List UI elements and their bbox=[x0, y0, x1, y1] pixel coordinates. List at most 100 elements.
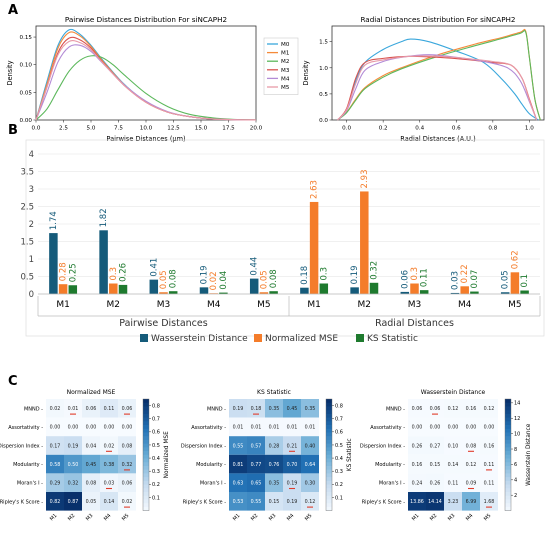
pairwise-ylabel: Density bbox=[6, 60, 14, 85]
heatmap-1-colorbar-frame bbox=[142, 398, 150, 511]
heatmap-1-colorbar-tick-label: 0.6 bbox=[152, 430, 160, 436]
heatmap-1-cell bbox=[82, 417, 100, 437]
heatmap-2-cell-value: 0.18 bbox=[251, 406, 262, 412]
bar-legend-label: KS Statistic bbox=[367, 334, 418, 344]
bar-wasserstein bbox=[199, 287, 209, 294]
heatmap-1-cell-value: 0.00 bbox=[50, 425, 61, 431]
radial-series-m1 bbox=[337, 28, 541, 121]
bar-ks bbox=[369, 282, 379, 294]
heatmap-3-colorbar-step bbox=[505, 410, 511, 415]
heatmap-2-colorbar-step bbox=[326, 506, 332, 511]
heatmap-2-colorbar-step bbox=[326, 399, 332, 404]
radial-xtick-label: 0.8 bbox=[488, 126, 497, 132]
bar-group-label: Radial Distances bbox=[375, 318, 454, 329]
heatmap-1-colorbar-step bbox=[143, 469, 149, 474]
bar-category-label: M2 bbox=[107, 300, 121, 310]
heatmap-3-colorbar-step bbox=[505, 503, 511, 508]
bar-mse bbox=[410, 283, 419, 294]
heatmap-3-cell-value: 6.99 bbox=[466, 499, 477, 505]
heatmap-2-cell bbox=[247, 417, 265, 437]
radial-ytick-label: 0.5 bbox=[319, 92, 328, 98]
bar-value-label: 0.41 bbox=[149, 258, 159, 277]
heatmap-2-colorbar-step bbox=[326, 417, 332, 422]
bar-category-label: M2 bbox=[358, 300, 372, 310]
heatmap-1-cell bbox=[46, 454, 64, 474]
pairwise-series-m5 bbox=[35, 40, 257, 121]
heatmap-2-cell bbox=[283, 399, 301, 418]
heatmap-1-cell bbox=[64, 454, 82, 474]
heatmap-1-colorbar-tick-label: 0.2 bbox=[152, 482, 160, 488]
heatmap-2-cell bbox=[265, 492, 283, 511]
bar-value-label: 0.11 bbox=[420, 268, 430, 287]
bar-ytick-label: 4 bbox=[29, 150, 34, 160]
heatmap-1-colorbar-label: Normalized MSE bbox=[164, 431, 170, 478]
heatmap-1-cell bbox=[64, 399, 82, 418]
bar-mse bbox=[360, 191, 369, 294]
heatmap-3-cell bbox=[480, 473, 498, 492]
heatmap-3-colorbar-step bbox=[505, 428, 511, 433]
heatmap-1-cell bbox=[82, 399, 100, 418]
heatmap-2-col-label: M5 bbox=[304, 513, 314, 523]
heatmap-2-cell bbox=[247, 454, 265, 474]
heatmap-1-col-label: M1 bbox=[49, 513, 59, 523]
pairwise-xtick-label: 10.0 bbox=[140, 126, 153, 132]
heatmap-2-colorbar-step bbox=[326, 473, 332, 478]
bar-mse bbox=[58, 284, 68, 294]
bar-ytick-label: 1.5 bbox=[20, 238, 34, 248]
heatmap-3-cell-value: 0.06 bbox=[412, 406, 423, 412]
heatmap-2-colorbar-frame bbox=[325, 398, 333, 511]
bar-category-label: M4 bbox=[458, 300, 472, 310]
bar-value-label: 0.25 bbox=[68, 263, 78, 282]
heatmap-1-cell-value: 0.02 bbox=[122, 499, 133, 505]
heatmap-3-cell-value: 0.00 bbox=[466, 425, 477, 431]
heatmap-3-cell bbox=[444, 492, 462, 511]
heatmap-1-cell-value: 0.58 bbox=[50, 462, 61, 468]
heatmap-1-cell bbox=[82, 454, 100, 474]
heatmap-2-row-label: Moran's I - bbox=[200, 481, 226, 487]
heatmap-3-col-label: M2 bbox=[429, 513, 439, 523]
heatmap-3-cell bbox=[408, 417, 426, 437]
panel-label-a: A bbox=[8, 3, 18, 18]
heatmap-2-colorbar-step bbox=[326, 503, 332, 508]
heatmap-2-cell-value: 0.45 bbox=[287, 406, 298, 412]
heatmap-1-cell bbox=[46, 436, 64, 455]
heatmap-1-colorbar-step bbox=[143, 480, 149, 485]
bar-value-label: 0.04 bbox=[219, 271, 229, 290]
bar-value-label: 0.06 bbox=[400, 270, 410, 289]
heatmap-2-cell bbox=[301, 454, 319, 474]
heatmap-3-cell bbox=[480, 454, 498, 474]
heatmap-1-colorbar-tick-label: 0.7 bbox=[152, 416, 160, 422]
metric-heatmaps: Normalized MSE MNND - 0.02 0.01 0.06 0.11 0.06… bbox=[0, 389, 532, 522]
heatmap-2-colorbar-step bbox=[326, 480, 332, 485]
heatmap-1-colorbar-step bbox=[143, 432, 149, 437]
bar-wasserstein bbox=[300, 287, 309, 294]
heatmap-2-cell bbox=[229, 454, 247, 474]
pairwise-distance-chart: Pairwise Distances Distribution For siNC… bbox=[6, 15, 299, 143]
bar-value-label: 0.62 bbox=[510, 250, 520, 269]
heatmap-3-cell-value: 0.06 bbox=[430, 406, 441, 412]
pairwise-legend-label: M0 bbox=[281, 42, 290, 48]
heatmap-3-cell bbox=[426, 417, 444, 437]
bar-ks bbox=[520, 290, 529, 294]
radial-series-m4 bbox=[337, 54, 538, 121]
bar-value-label: 2.93 bbox=[360, 170, 370, 189]
heatmap-2-cell-value: 0.28 bbox=[269, 443, 280, 449]
bar-category-label: M3 bbox=[408, 300, 422, 310]
radial-ytick-label: 1.5 bbox=[319, 40, 328, 46]
heatmap-3-cell-value: 0.15 bbox=[430, 462, 441, 468]
bar-value-label: 0.1 bbox=[520, 274, 530, 288]
heatmap-2-cell-value: 0.30 bbox=[305, 481, 316, 487]
heatmap-2-cell-value: 0.55 bbox=[251, 499, 262, 505]
heatmap-2-colorbar-tick-label: 0.5 bbox=[335, 443, 343, 449]
radial-plot-frame bbox=[331, 25, 545, 121]
heatmap-3-colorbar-step bbox=[505, 417, 511, 422]
heatmap-3-title: Wasserstein Distance bbox=[421, 389, 486, 396]
heatmap-1-colorbar-step bbox=[143, 439, 149, 445]
heatmap-1-colorbar-tick-label: 0.1 bbox=[152, 495, 160, 501]
heatmap-3-cell bbox=[426, 454, 444, 474]
bar-wasserstein bbox=[249, 278, 259, 294]
heatmap-1-cell bbox=[82, 436, 100, 455]
heatmap-2-colorbar-step bbox=[326, 402, 332, 407]
heatmap-3-cell bbox=[462, 417, 480, 437]
